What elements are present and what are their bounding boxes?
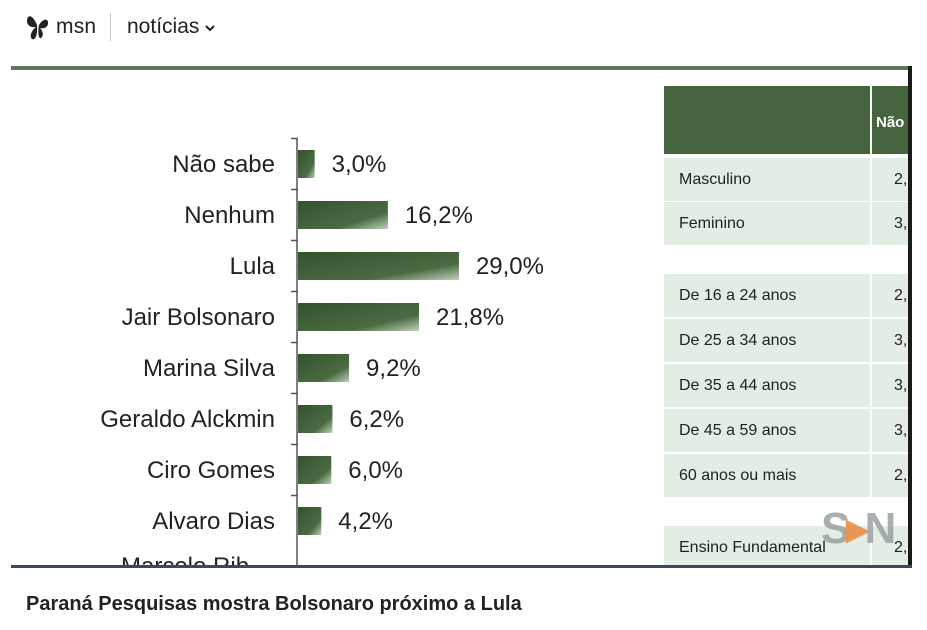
value-label: 6,2% [349, 406, 404, 433]
header: msn notícias [0, 0, 927, 58]
bar [298, 507, 322, 535]
category-label: Nenhum [184, 202, 275, 229]
noticias-nav-dropdown[interactable]: notícias [127, 15, 216, 39]
bar [298, 405, 333, 433]
video-frame[interactable]: Não sabe 3,0% Nenhum 16,2% Lula 29,0% Jair Bol… [11, 66, 912, 568]
category-label: Alvaro Dias [152, 508, 275, 535]
sn-watermark-logo: S▸N [821, 504, 896, 553]
bar [298, 150, 315, 178]
category-label: Jair Bolsonaro [122, 304, 275, 331]
category-label-partial: Marcelo Rib... [121, 553, 269, 568]
table-row-label: De 45 a 59 anos [664, 409, 870, 452]
category-label: Não sabe [172, 151, 275, 178]
value-label: 4,2% [338, 508, 393, 535]
bar [298, 303, 419, 331]
value-label: 6,0% [348, 457, 403, 484]
table-header-blank [664, 86, 870, 154]
header-divider [110, 13, 111, 41]
value-label: 29,0% [476, 253, 544, 280]
table-row-label: De 25 a 34 anos [664, 319, 870, 362]
table-row-label: De 16 a 24 anos [664, 274, 870, 317]
table-row-value: 3, [872, 409, 912, 452]
nav-label: notícias [127, 15, 200, 38]
article-caption[interactable]: Paraná Pesquisas mostra Bolsonaro próxim… [26, 593, 522, 615]
category-label: Marina Silva [143, 355, 276, 382]
table-header-nao: Não [872, 86, 912, 154]
category-label: Lula [230, 253, 276, 280]
table-row-label: Ensino Fundamental [664, 526, 870, 568]
table-row-value: 2, [872, 274, 912, 317]
value-label: 21,8% [436, 304, 504, 331]
table-row-value: 3, [872, 202, 912, 245]
table-row-value: 2, [872, 158, 912, 201]
table-row-value: 3, [872, 364, 912, 407]
bar [298, 456, 332, 484]
value-label: 9,2% [366, 355, 421, 382]
chevron-down-icon [205, 25, 216, 32]
table-row-value: 2, [872, 454, 912, 497]
category-label: Ciro Gomes [147, 457, 275, 484]
frame-bottom-edge [11, 565, 912, 568]
value-label: 16,2% [405, 202, 473, 229]
frame-top-border [11, 66, 912, 70]
table-row-label: 60 anos ou mais [664, 454, 870, 497]
table-row-value: 3, [872, 319, 912, 362]
table-row-label: Feminino [664, 202, 870, 245]
frame-right-edge [908, 66, 912, 568]
bar [298, 252, 459, 280]
msn-butterfly-icon[interactable] [26, 11, 50, 41]
bar [298, 354, 350, 382]
msn-brand-link[interactable]: msn [56, 15, 97, 38]
category-label: Geraldo Alckmin [100, 406, 275, 433]
bar [298, 201, 388, 229]
table-row-label: Masculino [664, 158, 870, 201]
value-label: 3,0% [332, 151, 387, 178]
bar-chart: Não sabe 3,0% Nenhum 16,2% Lula 29,0% Jair Bol… [100, 137, 544, 568]
table-row-value: 2, [872, 526, 912, 568]
table-row-label: De 35 a 44 anos [664, 364, 870, 407]
